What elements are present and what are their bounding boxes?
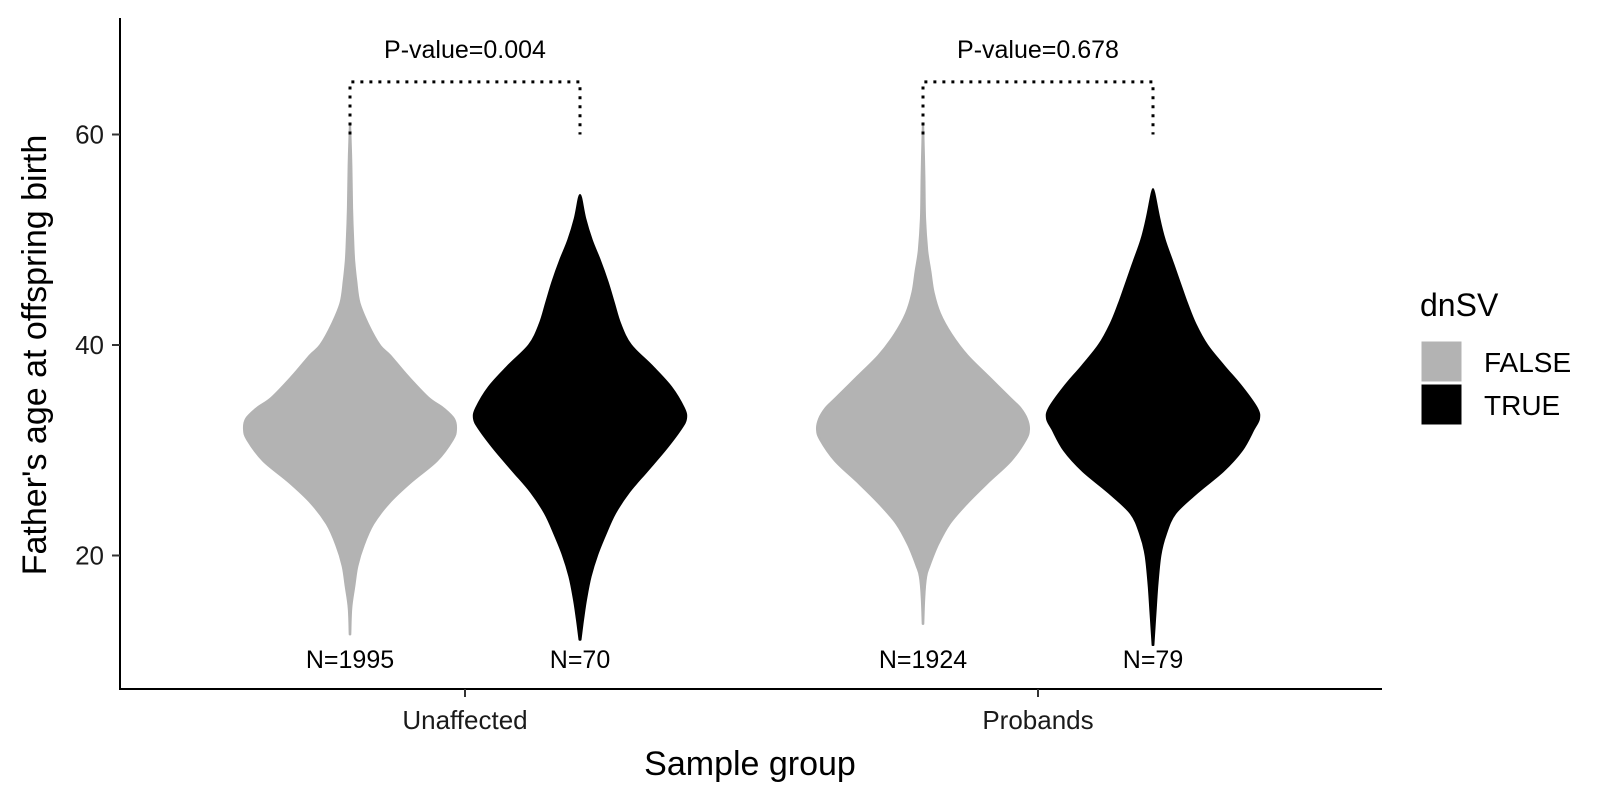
violin-false-probands: [815, 122, 1031, 625]
p-value-label: P-value=0.004: [384, 36, 546, 64]
legend-title: dnSV: [1420, 287, 1499, 323]
violins-layer: [242, 122, 1261, 646]
axes-layer: [119, 18, 1382, 690]
significance-bracket: [348, 80, 582, 135]
violin-true-probands: [1045, 188, 1261, 646]
legend-swatch-false: [1420, 340, 1463, 383]
legend-swatch-true: [1420, 383, 1463, 426]
x-axis-title: Sample group: [644, 745, 856, 783]
y-tick-label: 60: [75, 120, 104, 150]
n-label: N=70: [550, 646, 610, 674]
x-tick-label: Unaffected: [402, 705, 527, 735]
n-label: N=79: [1123, 646, 1183, 674]
n-label: N=1995: [306, 646, 394, 674]
y-tick-label: 40: [75, 330, 104, 360]
n-label: N=1924: [879, 646, 967, 674]
p-value-label: P-value=0.678: [957, 36, 1119, 64]
violin-false-unaffected: [242, 123, 458, 636]
legend: dnSV FALSE TRUE: [1420, 287, 1571, 426]
x-tick-label: Probands: [982, 705, 1093, 735]
sample-size-labels: N=1995 N=1924 N=70 N=79: [306, 646, 1183, 674]
y-axis-title: Father's age at offspring birth: [16, 135, 54, 576]
significance-bracket: [921, 80, 1155, 135]
x-ticks: Unaffected Probands: [402, 689, 1094, 735]
legend-label-true: TRUE: [1484, 390, 1560, 421]
legend-label-false: FALSE: [1484, 347, 1571, 378]
y-ticks: 20 40 60: [75, 120, 120, 571]
significance-brackets: P-value=0.004 P-value=0.678: [348, 36, 1155, 135]
y-tick-label: 20: [75, 541, 104, 571]
violin-true-unaffected: [472, 194, 688, 641]
